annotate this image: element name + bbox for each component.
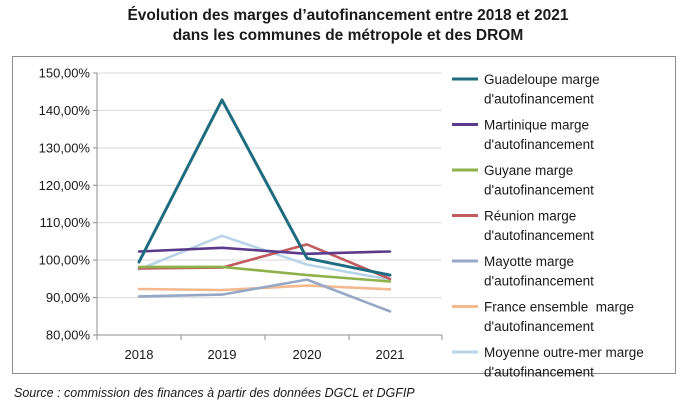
series-lines [137,98,392,313]
legend-label: Guadeloupe marge d'autofinancement [484,72,600,107]
series-line-2 [137,246,392,256]
series-line-5 [137,278,392,313]
y-tick-label: 150,00% [39,66,91,81]
y-tick-label: 140,00% [39,103,91,118]
legend-label: Guyane marge d'autofinancement [484,163,594,198]
chart-title: Évolution des marges d’autofinancement e… [0,6,696,46]
x-tick-label: 2020 [293,347,322,362]
y-tick-label: 100,00% [39,253,91,268]
legend-label: Mayotte marge d'autofinancement [484,254,594,289]
legend-label: Martinique marge d'autofinancement [484,118,594,153]
series-line-1 [137,98,392,277]
chart-title-line-2: dans les communes de métropole et des DR… [172,27,524,44]
legend: Guadeloupe marge d'autofinancement Martini… [452,72,644,380]
x-tick-label: 2021 [376,347,405,362]
y-tick-label: 120,00% [39,178,91,193]
y-tick-label: 80,00% [46,328,91,343]
legend-label: Réunion marge d'autofinancement [484,209,594,244]
series-line-7 [137,234,392,281]
x-tick-label: 2019 [208,347,237,362]
legend-label: France ensemble marge d'autofinancement [484,300,634,335]
axes: 80,00% 90,00% 100,00% 110,00% 120,00% 130,00%… [39,66,443,362]
chart-frame [12,56,676,374]
chart-title-line-1: Évolution des marges d’autofinancement e… [127,7,569,24]
y-tick-label: 130,00% [39,140,91,155]
y-tick-label: 90,00% [46,290,91,305]
x-tick-label: 2018 [125,347,154,362]
series-line-3 [137,265,392,283]
source-note: Source : commission des finances à parti… [14,386,415,400]
y-tick-label: 110,00% [40,215,91,230]
legend-label: Moyenne outre-mer marge d'autofinancement [484,345,644,380]
